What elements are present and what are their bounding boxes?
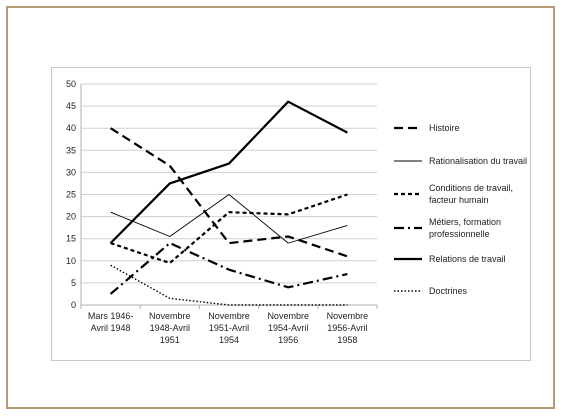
y-tick-label: 50 xyxy=(66,79,76,89)
series-line-3 xyxy=(110,193,348,265)
figure-frame: 0 5 10 15 20 25 30 35 40 45 50 Mars 1946-Avril 1948… xyxy=(6,6,555,409)
y-tick-label: 15 xyxy=(66,234,76,244)
y-tick-label: 45 xyxy=(66,101,76,111)
series-line-4 xyxy=(109,242,348,295)
y-tick-label: 0 xyxy=(71,300,76,310)
y-tick-label: 20 xyxy=(66,212,76,222)
legend-label-6: Doctrines xyxy=(429,286,468,296)
legend-label-4: Métiers, formation professionnelle xyxy=(429,217,501,239)
y-tick-label: 10 xyxy=(66,256,76,266)
y-tick-label: 35 xyxy=(66,145,76,155)
legend-label-1: Histoire xyxy=(429,123,460,133)
legend-label-5: Relations de travail xyxy=(429,254,506,264)
legend-label-2: Rationalisation du travail xyxy=(429,156,527,166)
series-line-2 xyxy=(110,194,348,244)
x-tick-label: Mars 1946-Avril 1948 xyxy=(88,311,134,333)
series-line-5 xyxy=(109,100,348,244)
y-tick-label: 40 xyxy=(66,123,76,133)
series-line-6 xyxy=(110,264,348,306)
x-tick-label: Novembre 1956-Avril 1958 xyxy=(327,311,369,345)
y-tick-label: 30 xyxy=(66,167,76,177)
chart-area: 0 5 10 15 20 25 30 35 40 45 50 Mars 1946-Avril 1948… xyxy=(51,67,531,361)
x-tick-label: Novembre 1951-Avril 1954 xyxy=(208,311,250,345)
line-chart: 0 5 10 15 20 25 30 35 40 45 50 Mars 1946-Avril 1948… xyxy=(66,79,527,345)
series-line-1 xyxy=(110,127,348,258)
y-tick-label: 5 xyxy=(71,278,76,288)
x-tick-label: Novembre 1954-Avril 1956 xyxy=(267,311,309,345)
legend-label-3: Conditions de travail, facteur humain xyxy=(429,183,513,205)
x-tick-label: Novembre 1948-Avril 1951 xyxy=(149,311,191,345)
y-tick-label: 25 xyxy=(66,190,76,200)
